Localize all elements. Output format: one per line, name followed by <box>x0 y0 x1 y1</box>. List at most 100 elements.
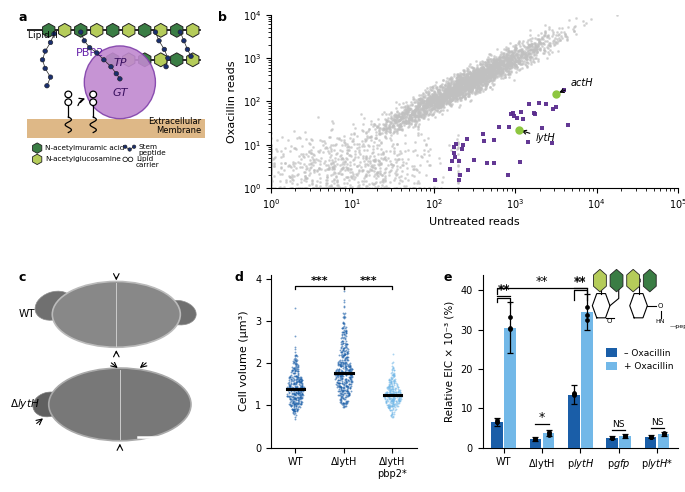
Point <box>341 355 352 363</box>
Point <box>339 399 350 407</box>
Point <box>485 55 496 63</box>
Point <box>451 74 462 82</box>
Point <box>342 166 353 174</box>
Point <box>336 359 347 367</box>
Point <box>532 42 543 50</box>
Point <box>498 54 509 62</box>
Point <box>356 126 367 134</box>
Point <box>341 143 352 151</box>
Point <box>451 85 462 93</box>
Circle shape <box>185 47 190 52</box>
Point <box>493 60 503 68</box>
Point <box>455 71 466 79</box>
Point <box>395 397 406 405</box>
Y-axis label: Oxacillin reads: Oxacillin reads <box>227 60 237 143</box>
Point <box>266 159 277 167</box>
Point <box>465 85 476 93</box>
Point <box>658 430 669 437</box>
Point <box>484 77 495 85</box>
Point <box>472 74 483 82</box>
Point <box>443 92 453 99</box>
Point <box>374 160 385 168</box>
Point <box>395 122 406 129</box>
Point <box>296 390 307 398</box>
Point <box>482 78 493 86</box>
Point <box>290 159 301 167</box>
Point <box>530 435 541 443</box>
Point <box>429 92 440 100</box>
X-axis label: Untreated reads: Untreated reads <box>429 217 520 227</box>
Point <box>445 92 456 99</box>
Point <box>502 62 513 69</box>
Point <box>439 87 450 94</box>
Point <box>339 322 350 330</box>
Point <box>375 168 386 176</box>
Point <box>351 184 362 192</box>
Point <box>412 103 423 111</box>
Point <box>447 80 458 88</box>
Point <box>324 164 335 172</box>
Point <box>519 49 530 57</box>
Point <box>484 73 495 81</box>
Point <box>462 85 473 92</box>
Point <box>460 76 471 84</box>
Point <box>547 37 558 45</box>
Point <box>328 176 339 184</box>
Point <box>342 356 353 364</box>
Point <box>539 46 550 54</box>
Point <box>529 46 540 54</box>
Point <box>343 152 354 159</box>
Point <box>374 120 385 128</box>
Point <box>428 97 439 105</box>
Point <box>479 70 490 78</box>
Point <box>340 323 351 331</box>
Point <box>338 309 349 317</box>
Point <box>505 54 516 62</box>
Point <box>351 144 362 152</box>
Point <box>370 164 381 172</box>
Point <box>487 59 498 66</box>
Point <box>440 94 451 102</box>
Point <box>493 67 503 75</box>
Point <box>447 86 458 94</box>
Point <box>477 77 488 85</box>
Point <box>345 168 356 176</box>
Point <box>330 366 341 374</box>
Point <box>487 67 498 75</box>
Point <box>372 123 383 131</box>
Point <box>444 83 455 91</box>
Point <box>453 75 464 83</box>
Point <box>341 378 352 386</box>
Point <box>392 162 403 170</box>
Point <box>345 374 356 382</box>
Point <box>362 183 373 190</box>
Point <box>525 56 536 63</box>
Point <box>384 375 395 383</box>
Point <box>473 74 484 82</box>
Point <box>388 385 399 393</box>
Point <box>359 146 370 154</box>
Point <box>267 184 278 192</box>
Point <box>429 88 440 96</box>
Point <box>361 171 372 179</box>
Point <box>460 74 471 82</box>
Point <box>436 97 447 105</box>
Point <box>456 89 467 97</box>
Point <box>485 57 496 64</box>
Point <box>375 164 386 172</box>
Point <box>438 101 449 109</box>
Text: GT: GT <box>112 88 127 98</box>
Point <box>431 93 442 101</box>
Point <box>266 164 277 172</box>
Point <box>427 96 438 104</box>
Point <box>499 57 510 64</box>
Point <box>436 81 447 89</box>
Point <box>538 35 549 43</box>
Point <box>490 59 501 66</box>
Point <box>466 76 477 84</box>
Point <box>462 80 473 88</box>
Point <box>338 344 349 352</box>
Point <box>409 138 420 146</box>
Point <box>332 381 342 389</box>
Point <box>481 56 492 64</box>
